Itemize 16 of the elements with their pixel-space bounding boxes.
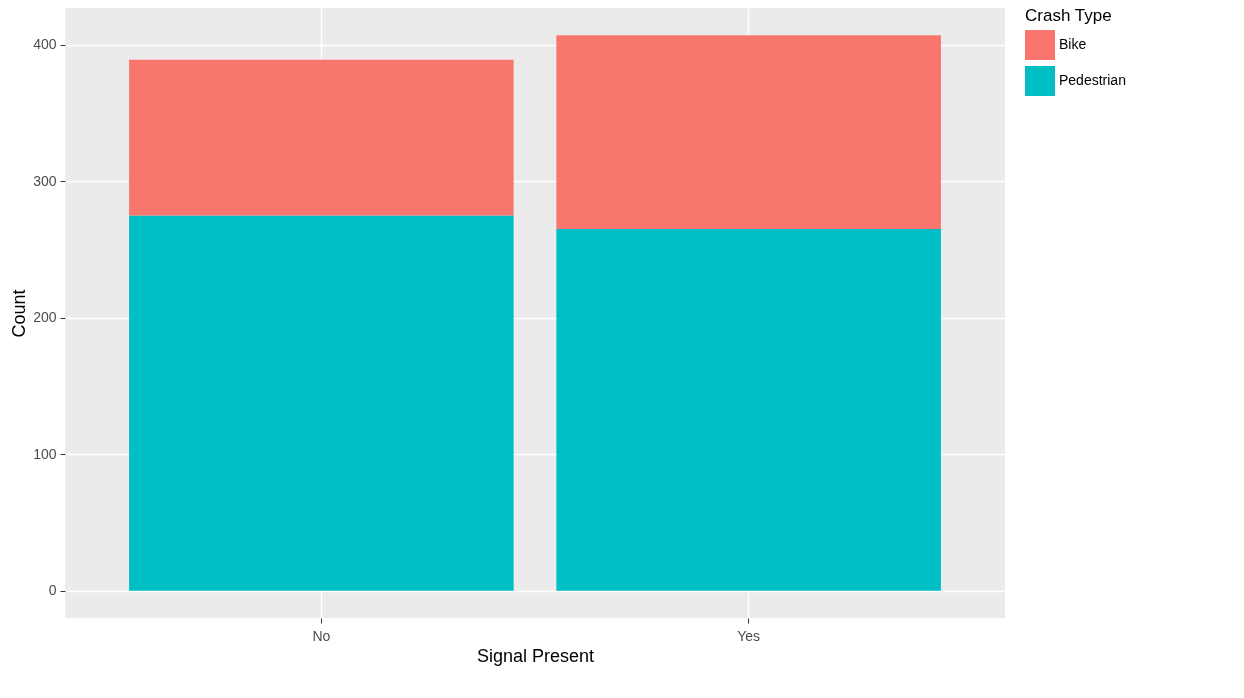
legend-label: Bike [1059,36,1087,52]
x-tick-label: Yes [737,627,761,644]
x-tick-label: No [312,627,331,644]
bar [129,59,514,216]
bar [556,229,941,591]
legend-title: Crash Type [1025,6,1112,25]
y-axis-title: Count [9,289,30,338]
bar [556,35,941,230]
y-tick-label: 100 [33,445,57,462]
bar [129,215,514,591]
y-tick-label: 300 [33,172,57,189]
legend-label: Pedestrian [1059,72,1126,88]
y-tick-label: 200 [33,309,57,326]
y-tick-label: 400 [33,36,57,53]
x-axis-title: Signal Present [476,645,595,666]
y-tick-label: 0 [48,582,57,599]
